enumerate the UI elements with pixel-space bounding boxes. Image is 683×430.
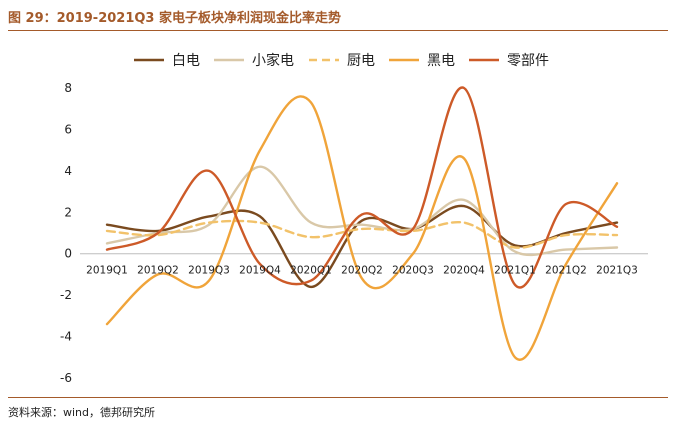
- x-tick-label: 2019Q4: [239, 265, 281, 277]
- x-tick-label: 2019Q3: [188, 265, 230, 277]
- x-tick-label: 2020Q3: [392, 265, 434, 277]
- source-note: 资料来源：wind，德邦研究所: [8, 406, 156, 419]
- series-lines: [105, 86, 619, 361]
- series-line-2: [105, 219, 619, 249]
- y-tick-label: -4: [60, 330, 72, 344]
- y-tick-label: 6: [64, 122, 72, 136]
- chart-legend: 白电 小家电 厨电 黑电 零部件: [134, 52, 549, 69]
- legend-label: 小家电: [252, 52, 294, 69]
- y-tick-label: 0: [64, 247, 72, 261]
- legend-label: 白电: [172, 53, 200, 69]
- x-tick-label: 2020Q1: [290, 265, 332, 277]
- footer-rule: [8, 397, 668, 398]
- y-tick-label: 4: [64, 164, 72, 178]
- series-line-3: [105, 95, 619, 361]
- x-tick-label: 2021Q1: [494, 265, 536, 277]
- legend-item-0: 白电: [134, 53, 200, 69]
- legend-item-2: 厨电: [309, 53, 375, 69]
- legend-label: 黑电: [427, 53, 455, 69]
- legend-item-1: 小家电: [214, 52, 294, 69]
- y-tick-label: -6: [60, 371, 72, 385]
- legend-label: 厨电: [347, 53, 375, 69]
- x-tick-label: 2019Q1: [86, 265, 128, 277]
- x-tick-label: 2021Q3: [596, 265, 638, 277]
- x-axis-labels: 2019Q1 2019Q2 2019Q3 2019Q4 2020Q1 2020Q2 2020…: [86, 265, 638, 277]
- y-tick-label: -2: [60, 288, 72, 302]
- series-line-4: [105, 86, 619, 289]
- x-tick-label: 2021Q2: [545, 265, 587, 277]
- x-tick-label: 2019Q2: [137, 265, 179, 277]
- y-axis-labels: -6 -4 -2 0 2 4 6 8: [60, 81, 72, 385]
- y-tick-label: 2: [64, 205, 72, 219]
- x-tick-label: 2020Q4: [443, 265, 485, 277]
- legend-item-4: 零部件: [469, 53, 549, 69]
- x-tick-label: 2020Q2: [341, 265, 383, 277]
- legend-label: 零部件: [507, 53, 549, 69]
- figure-title: 图 29：2019-2021Q3 家电子板块净利润现金比率走势: [8, 11, 341, 26]
- title-rule: [8, 30, 668, 31]
- legend-item-3: 黑电: [389, 53, 455, 69]
- y-tick-label: 8: [64, 81, 72, 95]
- series-line-1: [105, 165, 619, 257]
